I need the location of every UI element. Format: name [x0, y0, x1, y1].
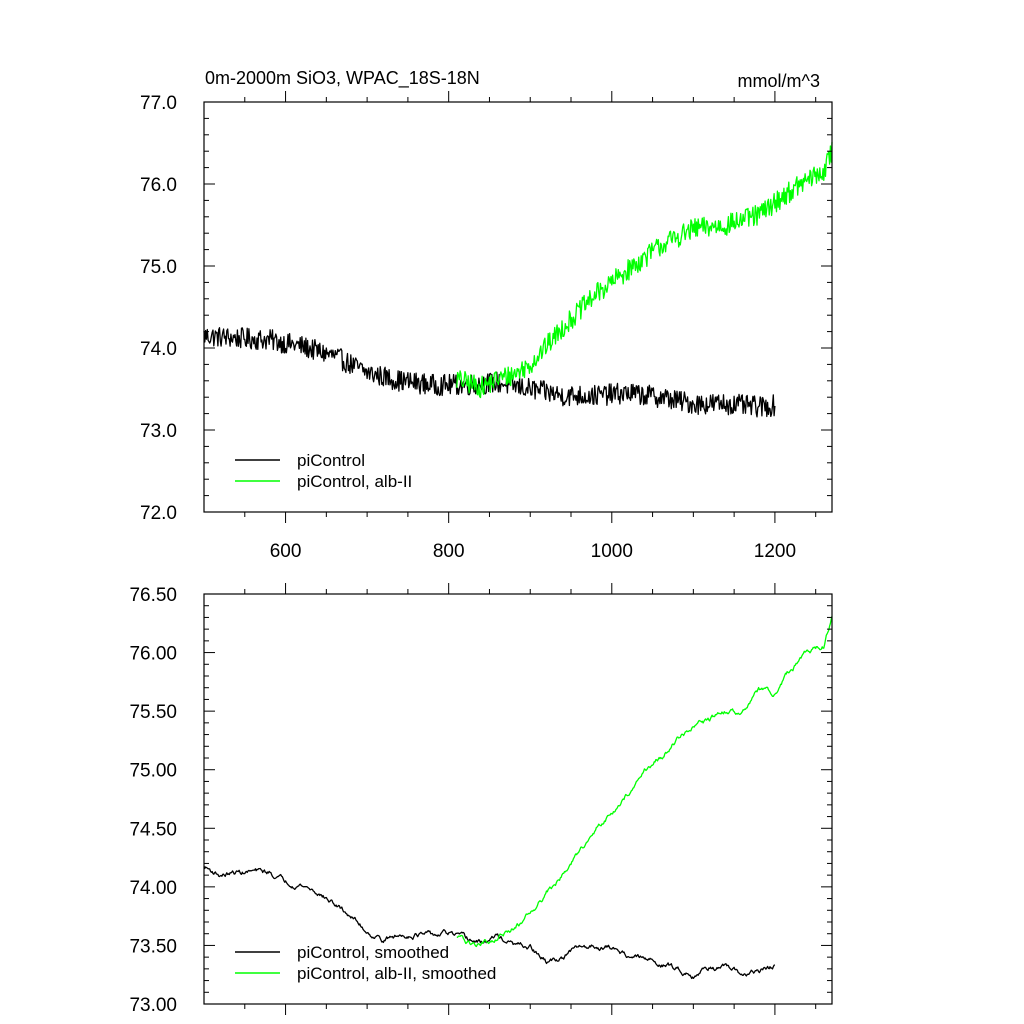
- panel-raw: 600 800 1000 1200 72.0 73.0 74.0 75.0 76.0 77.0 pi…: [140, 91, 833, 562]
- y-tick-label: 77.0: [140, 93, 177, 114]
- y-tick-label: 74.0: [140, 339, 177, 360]
- y-tick-label: 72.0: [140, 503, 177, 524]
- y-tick-label: 76.0: [140, 175, 177, 196]
- y-tick-label: 74.50: [129, 819, 177, 840]
- series-line-picontrol: [203, 865, 776, 980]
- legend-label: piControl, alb-II, smoothed: [297, 964, 496, 983]
- y-tick-label: 75.00: [129, 761, 177, 782]
- x-tick-label: 800: [433, 541, 465, 562]
- series-line-alb-ii: [456, 616, 833, 948]
- plot-frame: [203, 593, 833, 1005]
- legend-label: piControl, smoothed: [297, 943, 449, 962]
- y-tick-label: 75.0: [140, 257, 177, 278]
- panel-smoothed: 73.00 73.50 74.00 74.50 75.00 75.50 76.00 76.50…: [129, 583, 833, 1016]
- y-tick-label: 73.00: [129, 995, 177, 1016]
- series-line-picontrol: [203, 327, 776, 418]
- y-tick-label: 76.00: [129, 644, 177, 665]
- y-tick-label: 74.00: [129, 878, 177, 899]
- units-label: mmol/m^3: [738, 71, 820, 91]
- x-tick-label: 600: [270, 541, 302, 562]
- y-tick-label: 75.50: [129, 702, 177, 723]
- y-tick-label: 76.50: [129, 585, 177, 606]
- y-tick-label: 73.50: [129, 936, 177, 957]
- legend-label: piControl, alb-II: [297, 472, 412, 491]
- chart-title: 0m-2000m SiO3, WPAC_18S-18N: [205, 68, 480, 89]
- legend-label: piControl: [297, 451, 365, 470]
- x-tick-label: 1000: [591, 541, 633, 562]
- x-tick-label: 1200: [754, 541, 796, 562]
- series-line-alb-ii: [456, 142, 833, 399]
- y-tick-label: 73.0: [140, 421, 177, 442]
- plot-frame: [203, 101, 833, 513]
